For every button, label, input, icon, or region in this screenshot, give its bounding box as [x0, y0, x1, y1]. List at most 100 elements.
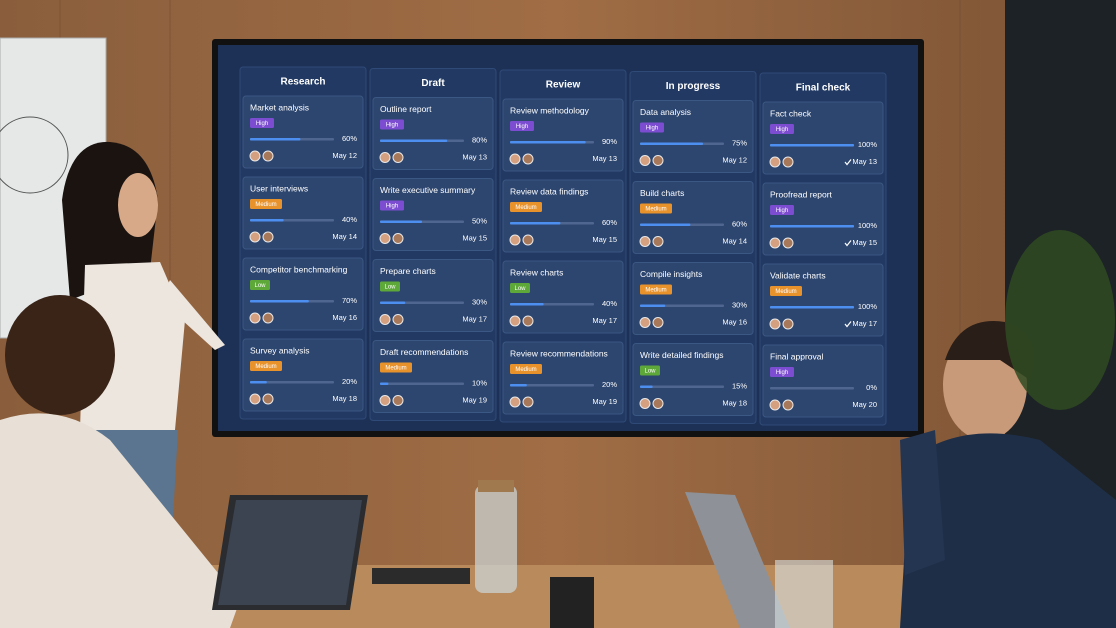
progress-label: 75%: [732, 138, 747, 147]
progress-fill: [380, 382, 389, 385]
progress-fill: [380, 301, 406, 304]
progress-label: 20%: [342, 377, 357, 386]
column-title: Draft: [421, 78, 445, 89]
due-date: May 17: [852, 319, 877, 328]
laptop-right: [685, 492, 790, 628]
column-title: Review: [546, 80, 581, 91]
avatar: [262, 312, 274, 324]
due-date: May 13: [852, 157, 877, 166]
priority-badge: [380, 119, 404, 130]
priority-badge: [510, 364, 542, 374]
card-title: User interviews: [250, 183, 308, 193]
avatar: [639, 155, 651, 166]
card-title: Market analysis: [250, 102, 309, 112]
kanban-board: Research Market analysis High 60% May 12 User…: [239, 66, 887, 426]
priority-badge: [250, 361, 282, 371]
progress-label: 30%: [732, 300, 747, 309]
priority-label: High: [776, 127, 788, 133]
priority-label: Low: [384, 285, 396, 291]
priority-label: Medium: [515, 205, 536, 211]
avatar: [639, 398, 651, 409]
card: [762, 263, 884, 337]
bottle-cap: [478, 480, 514, 492]
avatar: [652, 317, 664, 328]
due-date: May 17: [592, 316, 617, 325]
avatar: [392, 395, 404, 406]
due-date: May 15: [592, 235, 617, 244]
priority-badge: [640, 203, 672, 214]
progress-fill: [770, 225, 854, 228]
progress-label: 70%: [342, 296, 357, 305]
progress-label: 100%: [858, 221, 878, 230]
card-title: Write executive summary: [380, 185, 476, 195]
avatar: [769, 156, 781, 168]
priority-label: Medium: [775, 289, 796, 295]
avatar: [782, 156, 794, 168]
due-date: May 19: [592, 397, 617, 406]
column-title: Research: [280, 77, 325, 88]
card: [632, 343, 754, 416]
avatar: [262, 393, 274, 405]
avatar: [769, 237, 781, 249]
avatar: [522, 234, 534, 246]
done-check: [844, 159, 852, 166]
priority-badge: [770, 286, 802, 296]
avatar: [509, 315, 521, 327]
card: [242, 257, 364, 331]
avatar: [249, 150, 261, 162]
card-title: Data analysis: [640, 107, 691, 117]
card-title: Review recommendations: [510, 348, 608, 358]
priority-label: High: [776, 370, 788, 376]
card: [242, 95, 364, 169]
progress-fill: [640, 142, 703, 145]
avatar: [522, 315, 534, 327]
priority-badge: [640, 284, 672, 295]
priority-label: Medium: [385, 366, 406, 372]
card: [762, 101, 884, 175]
notebook: [372, 568, 470, 584]
progress-label: 40%: [342, 215, 357, 224]
progress-fill: [640, 304, 666, 307]
whiteboard-drawing: [0, 116, 69, 194]
progress-fill: [250, 300, 309, 303]
avatar: [262, 231, 274, 243]
progress-fill: [250, 219, 284, 222]
card: [632, 100, 754, 173]
avatar: [379, 233, 391, 244]
due-date: May 13: [462, 152, 487, 161]
progress-fill: [250, 381, 267, 384]
plant: [1005, 230, 1115, 410]
priority-badge: [380, 200, 404, 211]
card-title: Final approval: [770, 351, 824, 361]
priority-badge: [770, 205, 794, 215]
done-check: [844, 321, 852, 328]
avatar: [392, 233, 404, 244]
done-check: [844, 240, 852, 247]
priority-badge: [510, 283, 530, 293]
card-title: Draft recommendations: [380, 347, 468, 357]
card: [762, 344, 884, 418]
progress-label: 100%: [858, 140, 878, 149]
card: [372, 340, 494, 413]
avatar: [769, 318, 781, 330]
progress-label: 0%: [866, 383, 877, 392]
card-title: Competitor benchmarking: [250, 264, 348, 274]
progress-track: [250, 381, 334, 384]
priority-label: Low: [254, 283, 266, 289]
progress-label: 15%: [732, 381, 747, 390]
due-date: May 15: [462, 233, 487, 242]
column-title: Final check: [796, 83, 851, 94]
progress-label: 80%: [472, 135, 487, 144]
progress-fill: [380, 220, 422, 223]
priority-badge: [510, 202, 542, 212]
avatar: [392, 152, 404, 163]
progress-label: 10%: [472, 378, 487, 387]
due-date: May 13: [592, 154, 617, 163]
progress-label: 100%: [858, 302, 878, 311]
glass: [775, 560, 833, 628]
progress-label: 20%: [602, 380, 617, 389]
card-title: Review methodology: [510, 105, 590, 115]
due-date: May 14: [722, 236, 747, 245]
progress-label: 50%: [472, 216, 487, 225]
